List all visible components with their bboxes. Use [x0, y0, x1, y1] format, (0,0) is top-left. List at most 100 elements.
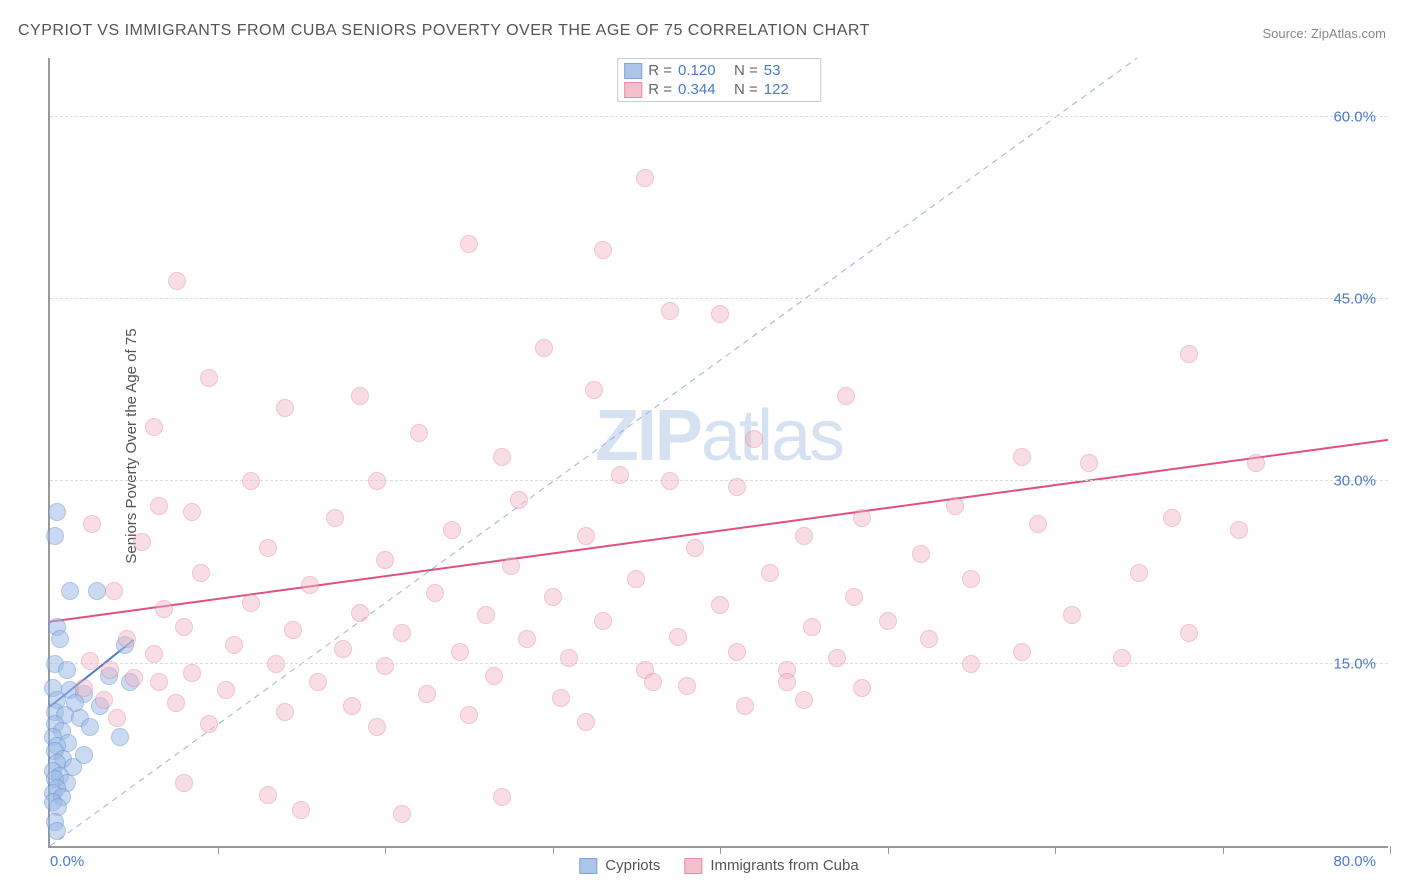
scatter-point — [88, 582, 106, 600]
scatter-point — [493, 788, 511, 806]
plot-area: ZIPatlas R = 0.120N = 53R = 0.344N = 122… — [48, 58, 1388, 848]
x-tick — [1223, 846, 1224, 854]
x-tick-label-min: 0.0% — [50, 853, 84, 870]
scatter-point — [879, 612, 897, 630]
scatter-point — [292, 801, 310, 819]
scatter-point — [460, 706, 478, 724]
stat-r-label: R = — [648, 62, 672, 79]
scatter-point — [627, 570, 645, 588]
legend-item: Cypriots — [579, 857, 660, 874]
legend-swatch — [624, 82, 642, 98]
gridline-horizontal — [50, 298, 1388, 299]
scatter-point — [101, 661, 119, 679]
scatter-point — [267, 655, 285, 673]
stat-n-value: 53 — [764, 62, 814, 79]
scatter-point — [535, 339, 553, 357]
scatter-point — [309, 673, 327, 691]
x-tick — [1390, 846, 1391, 854]
scatter-point — [853, 679, 871, 697]
x-tick — [385, 846, 386, 854]
scatter-point — [761, 564, 779, 582]
scatter-point — [81, 718, 99, 736]
scatter-point — [334, 640, 352, 658]
scatter-point — [150, 497, 168, 515]
scatter-point — [510, 491, 528, 509]
scatter-point — [183, 503, 201, 521]
scatter-point — [661, 472, 679, 490]
scatter-point — [183, 664, 201, 682]
stat-r-value: 0.344 — [678, 81, 728, 98]
scatter-point — [105, 582, 123, 600]
scatter-point — [83, 515, 101, 533]
trend-lines-layer — [50, 58, 1388, 846]
scatter-point — [1113, 649, 1131, 667]
scatter-point — [594, 612, 612, 630]
scatter-point — [75, 679, 93, 697]
scatter-point — [217, 681, 235, 699]
scatter-point — [343, 697, 361, 715]
scatter-point — [276, 399, 294, 417]
scatter-point — [577, 713, 595, 731]
scatter-point — [1013, 643, 1031, 661]
scatter-point — [46, 527, 64, 545]
scatter-point — [242, 594, 260, 612]
scatter-point — [502, 557, 520, 575]
scatter-point — [301, 576, 319, 594]
scatter-point — [168, 272, 186, 290]
scatter-point — [108, 709, 126, 727]
x-tick — [888, 846, 889, 854]
scatter-point — [1163, 509, 1181, 527]
scatter-point — [711, 596, 729, 614]
stats-legend: R = 0.120N = 53R = 0.344N = 122 — [617, 58, 821, 102]
scatter-point — [145, 645, 163, 663]
x-tick — [218, 846, 219, 854]
scatter-point — [443, 521, 461, 539]
scatter-point — [393, 805, 411, 823]
scatter-point — [795, 527, 813, 545]
scatter-point — [644, 673, 662, 691]
scatter-point — [544, 588, 562, 606]
stats-legend-row: R = 0.120N = 53 — [622, 61, 816, 80]
scatter-point — [48, 503, 66, 521]
scatter-point — [1180, 345, 1198, 363]
scatter-point — [728, 478, 746, 496]
scatter-point — [1029, 515, 1047, 533]
scatter-point — [728, 643, 746, 661]
legend-label: Immigrants from Cuba — [710, 857, 858, 874]
scatter-point — [81, 652, 99, 670]
scatter-point — [1180, 624, 1198, 642]
scatter-point — [853, 509, 871, 527]
scatter-point — [418, 685, 436, 703]
scatter-point — [111, 728, 129, 746]
legend-item: Immigrants from Cuba — [684, 857, 858, 874]
scatter-point — [577, 527, 595, 545]
scatter-point — [95, 691, 113, 709]
scatter-point — [426, 584, 444, 602]
scatter-point — [837, 387, 855, 405]
scatter-point — [745, 430, 763, 448]
scatter-point — [962, 570, 980, 588]
stat-n-value: 122 — [764, 81, 814, 98]
scatter-point — [1130, 564, 1148, 582]
chart-title: CYPRIOT VS IMMIGRANTS FROM CUBA SENIORS … — [18, 22, 870, 40]
x-tick-label-max: 80.0% — [1333, 853, 1376, 870]
scatter-point — [795, 691, 813, 709]
scatter-point — [485, 667, 503, 685]
scatter-point — [259, 786, 277, 804]
stats-legend-row: R = 0.344N = 122 — [622, 80, 816, 99]
scatter-point — [200, 369, 218, 387]
scatter-point — [175, 774, 193, 792]
scatter-point — [1247, 454, 1265, 472]
legend-swatch — [684, 858, 702, 874]
scatter-point — [736, 697, 754, 715]
y-tick-label: 15.0% — [1333, 655, 1376, 672]
scatter-point — [686, 539, 704, 557]
watermark: ZIPatlas — [595, 395, 843, 477]
scatter-point — [636, 169, 654, 187]
scatter-point — [175, 618, 193, 636]
scatter-point — [451, 643, 469, 661]
scatter-point — [594, 241, 612, 259]
stat-r-value: 0.120 — [678, 62, 728, 79]
scatter-point — [61, 582, 79, 600]
scatter-point — [150, 673, 168, 691]
